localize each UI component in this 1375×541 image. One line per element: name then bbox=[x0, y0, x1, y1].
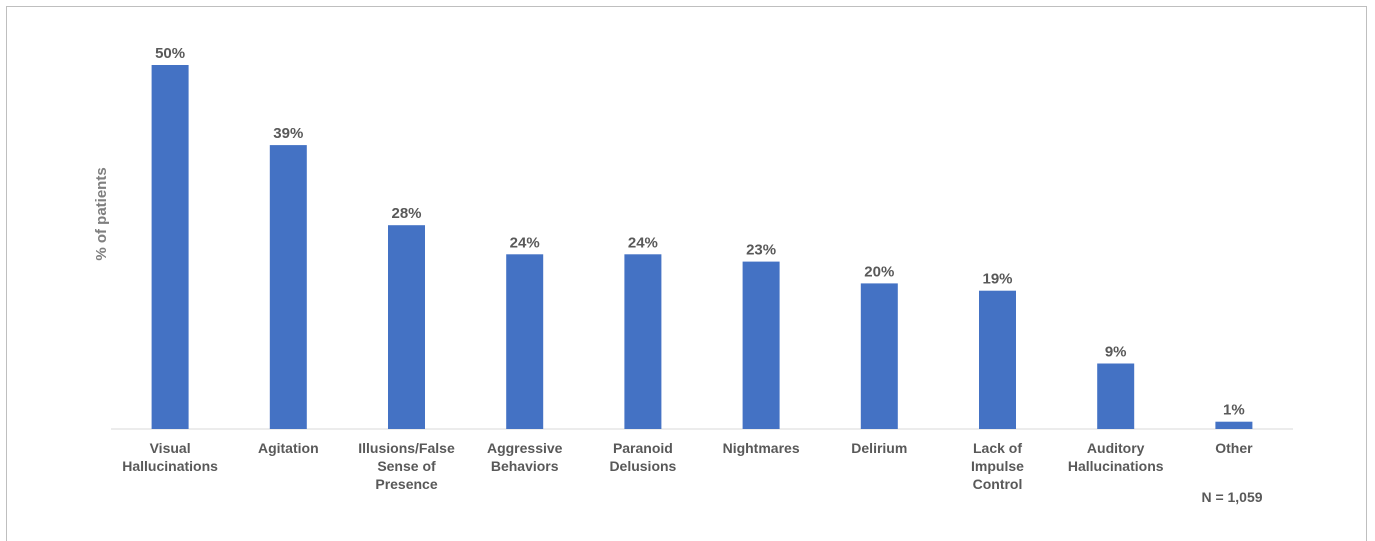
category-label-line: Behaviors bbox=[491, 458, 559, 474]
category-label-line: Agitation bbox=[258, 440, 319, 456]
bar-5 bbox=[742, 261, 780, 429]
category-label-line: Aggressive bbox=[487, 440, 563, 456]
bars-group bbox=[151, 65, 1253, 429]
category-label-9: Other bbox=[1215, 440, 1253, 456]
value-label-3: 24% bbox=[510, 234, 540, 251]
value-label-2: 28% bbox=[391, 205, 421, 222]
category-label-line: Hallucinations bbox=[122, 458, 218, 474]
value-label-6: 20% bbox=[864, 263, 894, 280]
bar-9 bbox=[1215, 421, 1253, 429]
category-labels-group: Visual Hallucinations Agitation Illusions/F… bbox=[122, 440, 1253, 492]
y-axis-title: % of patients bbox=[93, 167, 110, 260]
value-label-9: 1% bbox=[1223, 402, 1245, 419]
category-label-3: Aggressive Behaviors bbox=[487, 440, 563, 474]
category-label-line: Hallucinations bbox=[1068, 458, 1164, 474]
category-label-line: Delusions bbox=[609, 458, 676, 474]
bar-8 bbox=[1097, 363, 1135, 429]
chart-frame bbox=[6, 6, 1367, 541]
bar-7 bbox=[979, 290, 1016, 429]
bar-6 bbox=[860, 283, 898, 429]
bar-0 bbox=[151, 65, 189, 429]
category-label-line: Nightmares bbox=[723, 440, 800, 456]
category-label-line: Other bbox=[1215, 440, 1253, 456]
category-label-line: Illusions/False bbox=[358, 440, 455, 456]
category-label-line: Sense of bbox=[377, 458, 436, 474]
category-label-line: Lack of bbox=[973, 440, 1022, 456]
value-label-1: 39% bbox=[273, 125, 303, 142]
category-label-7: Lack of Impulse Control bbox=[971, 440, 1024, 492]
category-label-line: Impulse bbox=[971, 458, 1024, 474]
category-label-1: Agitation bbox=[258, 440, 319, 456]
value-label-5: 23% bbox=[746, 242, 776, 259]
value-labels-group: 50% 39% 28% 24% 24% 23% 20% 19% 9% 1% bbox=[155, 45, 1245, 419]
category-label-line: Paranoid bbox=[613, 440, 673, 456]
bar-1 bbox=[269, 145, 307, 429]
category-label-line: Auditory bbox=[1087, 440, 1145, 456]
y-axis-title-group: % of patients bbox=[93, 167, 110, 260]
category-label-line: Presence bbox=[375, 476, 437, 492]
category-label-6: Delirium bbox=[851, 440, 907, 456]
category-label-8: Auditory Hallucinations bbox=[1068, 440, 1164, 474]
category-label-5: Nightmares bbox=[723, 440, 800, 456]
bar-3 bbox=[506, 254, 544, 429]
value-label-7: 19% bbox=[982, 271, 1012, 288]
bar-4 bbox=[624, 254, 662, 429]
value-label-8: 9% bbox=[1105, 344, 1127, 361]
category-label-line: Control bbox=[973, 476, 1023, 492]
category-label-0: Visual Hallucinations bbox=[122, 440, 218, 474]
bar-2 bbox=[388, 225, 425, 429]
sample-size-note: N = 1,059 bbox=[1201, 489, 1262, 505]
category-label-line: Delirium bbox=[851, 440, 907, 456]
category-label-2: Illusions/False Sense of Presence bbox=[358, 440, 455, 492]
category-label-line: Visual bbox=[150, 440, 191, 456]
value-label-0: 50% bbox=[155, 45, 185, 62]
value-label-4: 24% bbox=[628, 234, 658, 251]
category-label-4: Paranoid Delusions bbox=[609, 440, 676, 474]
